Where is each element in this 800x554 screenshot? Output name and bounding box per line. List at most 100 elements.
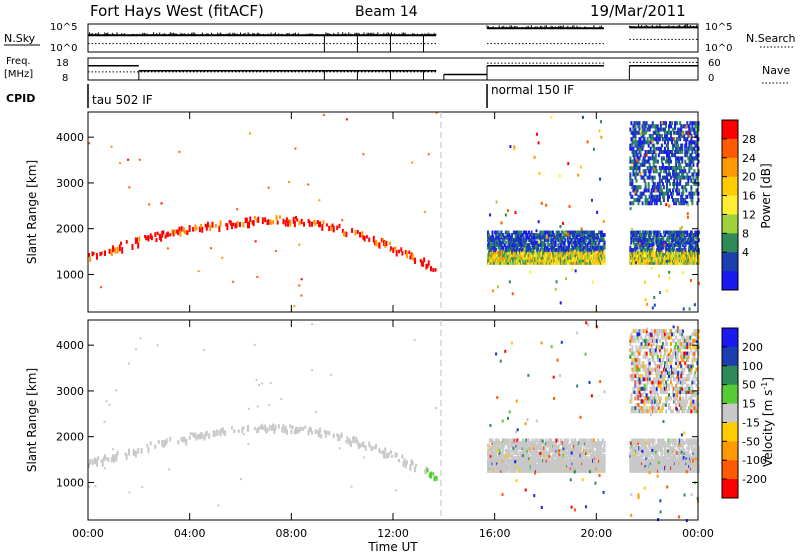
range-cell bbox=[542, 233, 545, 238]
range-cell bbox=[688, 162, 691, 167]
range-cell bbox=[658, 133, 661, 138]
range-cell bbox=[544, 451, 547, 456]
range-cell bbox=[639, 146, 642, 151]
range-cell bbox=[564, 238, 567, 243]
range-cell bbox=[550, 456, 553, 461]
range-cell bbox=[632, 185, 635, 190]
range-cell bbox=[686, 137, 689, 142]
range-cell bbox=[88, 485, 91, 488]
range-cell bbox=[500, 240, 503, 245]
range-cell bbox=[648, 253, 651, 258]
range-cell bbox=[664, 121, 667, 126]
range-cell bbox=[659, 169, 662, 174]
range-cell bbox=[528, 260, 531, 265]
range-cell bbox=[341, 219, 344, 222]
range-cell bbox=[678, 162, 681, 167]
range-cell bbox=[679, 175, 682, 180]
range-cell bbox=[540, 453, 543, 458]
nave-label: Nave bbox=[762, 64, 790, 77]
range-cell bbox=[497, 230, 500, 235]
range-cell bbox=[637, 124, 640, 129]
range-cell bbox=[356, 440, 359, 446]
range-cell bbox=[684, 149, 687, 154]
range-cell bbox=[696, 201, 699, 206]
range-cell bbox=[536, 235, 539, 239]
range-cell bbox=[490, 463, 493, 468]
range-cell bbox=[570, 238, 573, 243]
range-cell bbox=[629, 245, 632, 250]
range-cell bbox=[693, 191, 696, 196]
range-cell bbox=[359, 443, 362, 448]
range-cell bbox=[581, 260, 584, 265]
range-cell bbox=[543, 245, 546, 250]
colorbar-frame bbox=[721, 119, 739, 291]
range-cell bbox=[525, 243, 528, 248]
range-cell bbox=[692, 159, 695, 164]
range-cell bbox=[642, 156, 645, 161]
range-cell bbox=[656, 243, 659, 248]
range-cell bbox=[554, 243, 557, 248]
range-cell bbox=[629, 156, 632, 161]
range-cell bbox=[575, 441, 578, 446]
range-cell bbox=[584, 235, 587, 240]
range-cell bbox=[663, 243, 666, 247]
range-cell bbox=[252, 220, 255, 227]
range-cell bbox=[654, 156, 657, 161]
range-cell bbox=[631, 248, 634, 253]
range-cell bbox=[690, 133, 693, 138]
range-cell bbox=[394, 246, 397, 251]
range-cell bbox=[527, 235, 530, 240]
range-cell bbox=[588, 438, 591, 443]
range-cell bbox=[602, 253, 605, 258]
freq-tick-top: 18 bbox=[56, 58, 69, 69]
range-cell bbox=[497, 240, 500, 245]
range-cell bbox=[643, 124, 646, 129]
range-cell bbox=[601, 448, 604, 453]
range-cell bbox=[289, 424, 292, 429]
range-cell bbox=[169, 233, 172, 237]
range-cell bbox=[646, 230, 649, 235]
range-cell bbox=[557, 451, 560, 456]
range-cell bbox=[375, 443, 378, 449]
range-cell bbox=[629, 127, 632, 132]
range-cell bbox=[686, 182, 689, 187]
range-cell bbox=[666, 153, 669, 158]
range-cell bbox=[679, 227, 682, 231]
range-cell bbox=[662, 156, 665, 161]
y-tick-label: 4000 bbox=[56, 131, 84, 144]
range-cell bbox=[692, 140, 695, 145]
range-cell bbox=[677, 149, 680, 154]
range-cell bbox=[395, 250, 398, 257]
range-cell bbox=[672, 143, 675, 148]
range-cell bbox=[538, 255, 541, 260]
range-cell bbox=[687, 178, 690, 183]
range-cell bbox=[284, 425, 287, 431]
range-cell bbox=[679, 137, 682, 142]
range-cell bbox=[198, 434, 201, 440]
range-cell bbox=[645, 302, 648, 306]
range-cell bbox=[557, 243, 560, 248]
range-cell bbox=[498, 252, 501, 256]
range-cell bbox=[573, 508, 576, 512]
range-cell bbox=[533, 238, 536, 243]
range-cell bbox=[534, 456, 537, 461]
range-cell bbox=[338, 447, 341, 450]
range-cell bbox=[592, 441, 595, 446]
range-cell bbox=[641, 240, 644, 245]
range-cell bbox=[138, 236, 141, 242]
range-cell bbox=[644, 198, 647, 203]
range-cell bbox=[221, 256, 224, 259]
range-cell bbox=[648, 245, 651, 250]
range-cell bbox=[600, 446, 603, 451]
range-cell bbox=[587, 448, 590, 453]
range-cell bbox=[539, 458, 542, 463]
range-cell bbox=[136, 237, 139, 243]
range-cell bbox=[649, 191, 652, 196]
range-cell bbox=[487, 230, 490, 235]
range-cell bbox=[256, 405, 259, 408]
range-cell bbox=[690, 240, 693, 245]
range-cell bbox=[644, 201, 647, 206]
range-cell bbox=[590, 198, 593, 202]
range-cell bbox=[666, 143, 669, 148]
range-cell bbox=[571, 240, 574, 245]
